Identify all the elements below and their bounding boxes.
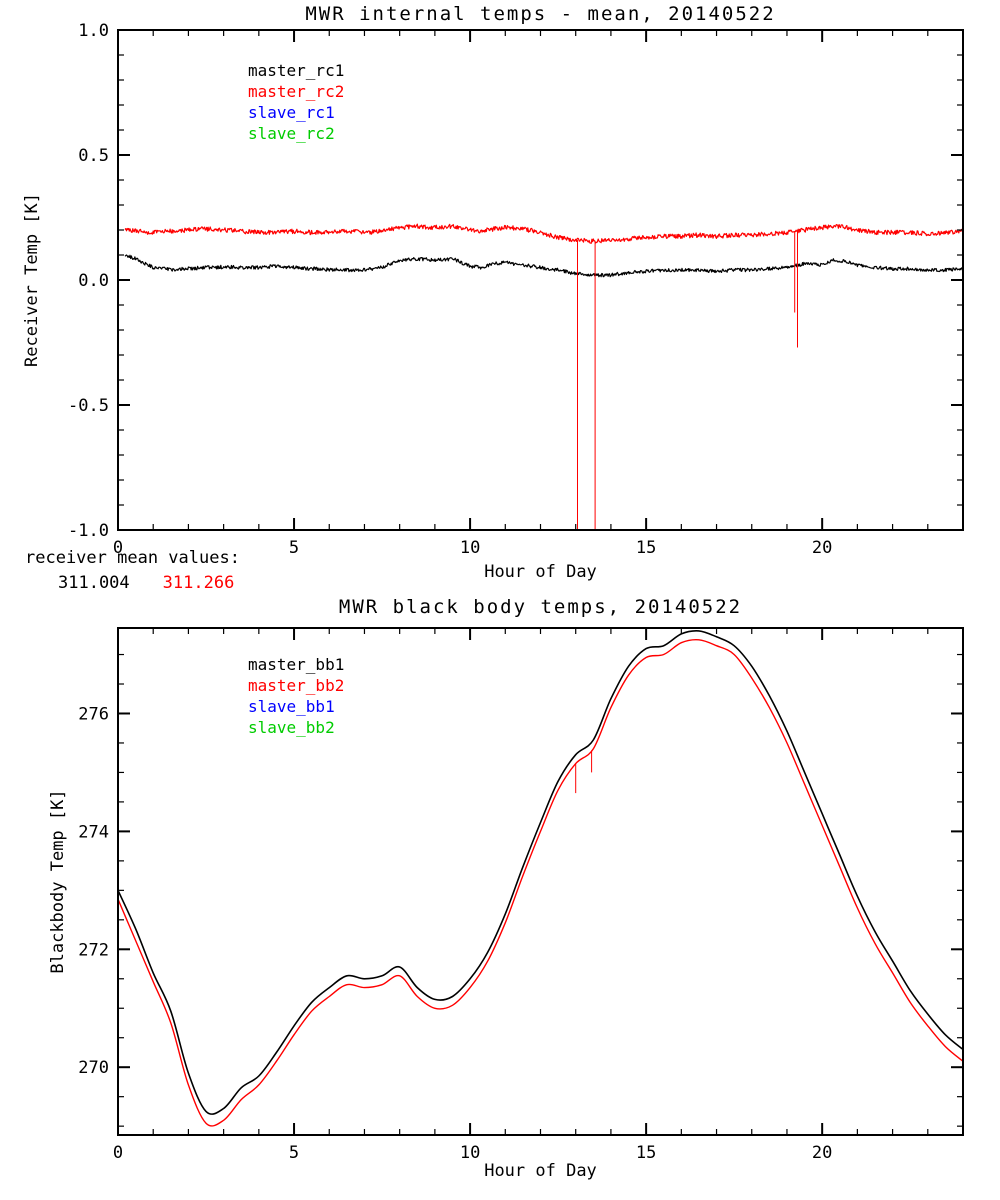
x-tick-label: 20 [812, 538, 832, 558]
blackbody-chart-title: MWR black body temps, 20140522 [338, 596, 743, 618]
y-tick-label: 276 [78, 704, 109, 724]
blackbody-y-axis-label: Blackbody Temp [K] [48, 789, 68, 974]
series-master_bb1 [117, 630, 964, 1115]
blackbody-chart-legend: master_bb1 master_bb2 slave_bb1 slave_bb2 [248, 654, 344, 738]
y-tick-label: 0.5 [78, 146, 109, 166]
legend-item-master_rc1: master_rc1 [248, 61, 345, 80]
y-tick-label: 1.0 [78, 21, 109, 41]
legend-item-slave_bb2: slave_bb2 [248, 718, 335, 737]
blackbody-x-axis-label: Hour of Day [484, 1161, 597, 1181]
x-tick-label: 5 [289, 1143, 299, 1163]
receiver-mean-label: receiver mean values: [25, 548, 240, 568]
y-tick-label: -1.0 [68, 521, 109, 541]
receiver-chart-legend: master_rc1 master_rc2 slave_rc1 slave_rc2 [248, 60, 344, 144]
mean-value-1: 311.266 [162, 573, 235, 593]
series-master_rc2 [124, 223, 964, 244]
x-tick-label: 0 [113, 1143, 123, 1163]
legend-item-slave_rc1: slave_rc1 [248, 103, 335, 122]
y-tick-label: 272 [78, 940, 109, 960]
legend-item-slave_bb1: slave_bb1 [248, 697, 335, 716]
receiver-mean-values: 311.004 311.266 [58, 573, 234, 593]
series-master_rc1 [124, 254, 964, 278]
x-tick-label: 5 [289, 538, 299, 558]
y-tick-label: 274 [78, 822, 109, 842]
receiver-chart-title: MWR internal temps - mean, 20140522 [305, 3, 776, 25]
chart-area-0: 0 5 10 15 20 -1.0 -0.5 0.0 0.5 1.0 [68, 21, 964, 558]
x-tick-label: 15 [636, 1143, 656, 1163]
axes-box [117, 627, 964, 1136]
axes-box [117, 29, 964, 531]
chart-area-1: 0 5 10 15 20 270 272 274 276 [78, 627, 964, 1163]
x-tick-label: 10 [460, 538, 480, 558]
legend-item-master_bb2: master_bb2 [248, 676, 345, 695]
y-tick-label: 270 [78, 1058, 109, 1078]
x-tick-label: 0 [113, 538, 123, 558]
receiver-x-axis-label: Hour of Day [484, 562, 597, 582]
receiver-y-axis-label: Receiver Temp [K] [22, 193, 42, 367]
legend-item-slave_rc2: slave_rc2 [248, 124, 335, 143]
legend-item-master_bb1: master_bb1 [248, 655, 345, 674]
series-master_bb2 [117, 638, 964, 1127]
legend-item-master_rc2: master_rc2 [248, 82, 345, 101]
x-tick-label: 10 [460, 1143, 480, 1163]
x-tick-label: 15 [636, 538, 656, 558]
mean-value-0: 311.004 [58, 573, 130, 593]
y-tick-label: 0.0 [78, 271, 109, 291]
x-tick-label: 20 [812, 1143, 832, 1163]
y-tick-label: -0.5 [68, 396, 109, 416]
